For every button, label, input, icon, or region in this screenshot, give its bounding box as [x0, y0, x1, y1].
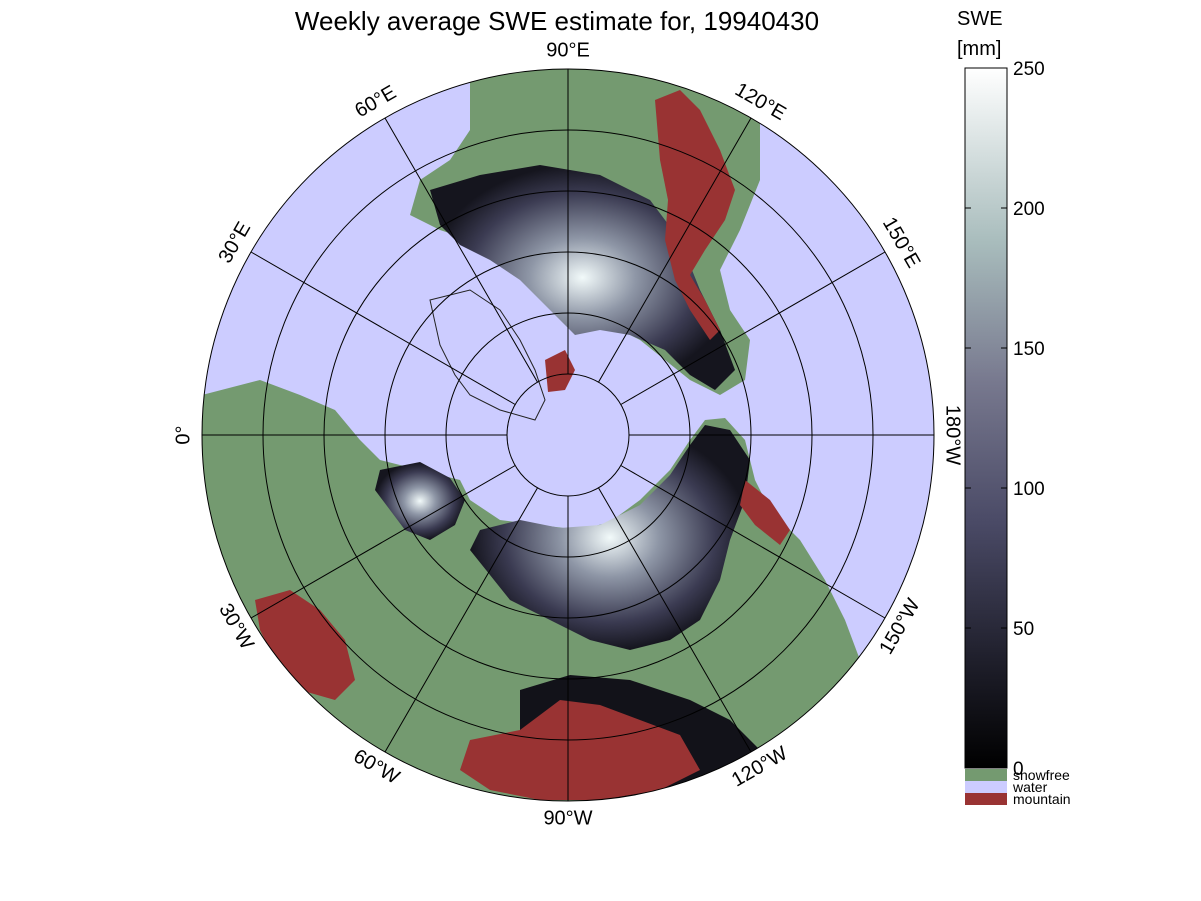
category-swatch-mountain	[965, 793, 1007, 805]
longitude-label: 90°W	[543, 807, 592, 829]
mountain-east-siberia	[740, 480, 790, 545]
meridian-line	[620, 251, 886, 405]
colorbar-ticks: 0 50 100 150 200 250	[965, 59, 1045, 780]
longitude-label: 90°E	[546, 39, 590, 61]
map-title: Weekly average SWE estimate for, 1994043…	[295, 6, 819, 36]
longitude-label: 180°W	[942, 405, 964, 465]
mountain-europe	[255, 590, 355, 700]
snow-cover-north-america	[430, 165, 735, 390]
colorbar-tick-label: 100	[1013, 479, 1045, 500]
meridian-line	[384, 117, 538, 383]
colorbar-gradient	[964, 67, 1008, 769]
colorbar-tick-label: 150	[1013, 339, 1045, 360]
longitude-label: 0°	[172, 425, 194, 444]
map-boundary	[201, 68, 935, 802]
colorbar-label-line2: [mm]	[957, 38, 1001, 60]
meridian-line	[620, 465, 886, 619]
colorbar-tick-label: 250	[1013, 59, 1045, 80]
snow-cover-siberia	[470, 425, 750, 650]
colorbar-tick-label: 0	[1013, 759, 1024, 780]
meridian-line	[250, 465, 516, 619]
meridian-line	[250, 251, 516, 405]
category-label-mountain: mountain	[1013, 791, 1071, 807]
colorbar-tick-label: 50	[1013, 619, 1034, 640]
snow-cover-scandinavia	[375, 462, 465, 540]
colorbar-tick-label: 200	[1013, 199, 1045, 220]
landmass-greenland	[429, 289, 546, 421]
meridian-line	[598, 117, 752, 383]
category-label-water: water	[1012, 779, 1048, 795]
mountain-tibet	[460, 700, 700, 800]
category-swatch-snowfree	[965, 769, 1007, 781]
category-swatch-water	[965, 781, 1007, 793]
colorbar-label-line1: SWE	[957, 8, 1003, 30]
category-label-snowfree: snowfree	[1013, 767, 1070, 783]
polar-map	[202, 69, 934, 801]
graticule	[202, 69, 934, 801]
meridian-line	[384, 487, 538, 753]
meridian-line	[598, 487, 752, 753]
colorbar: SWE [mm] 0 50 100 150 200 250 snowfreewatermo…	[957, 8, 1071, 807]
